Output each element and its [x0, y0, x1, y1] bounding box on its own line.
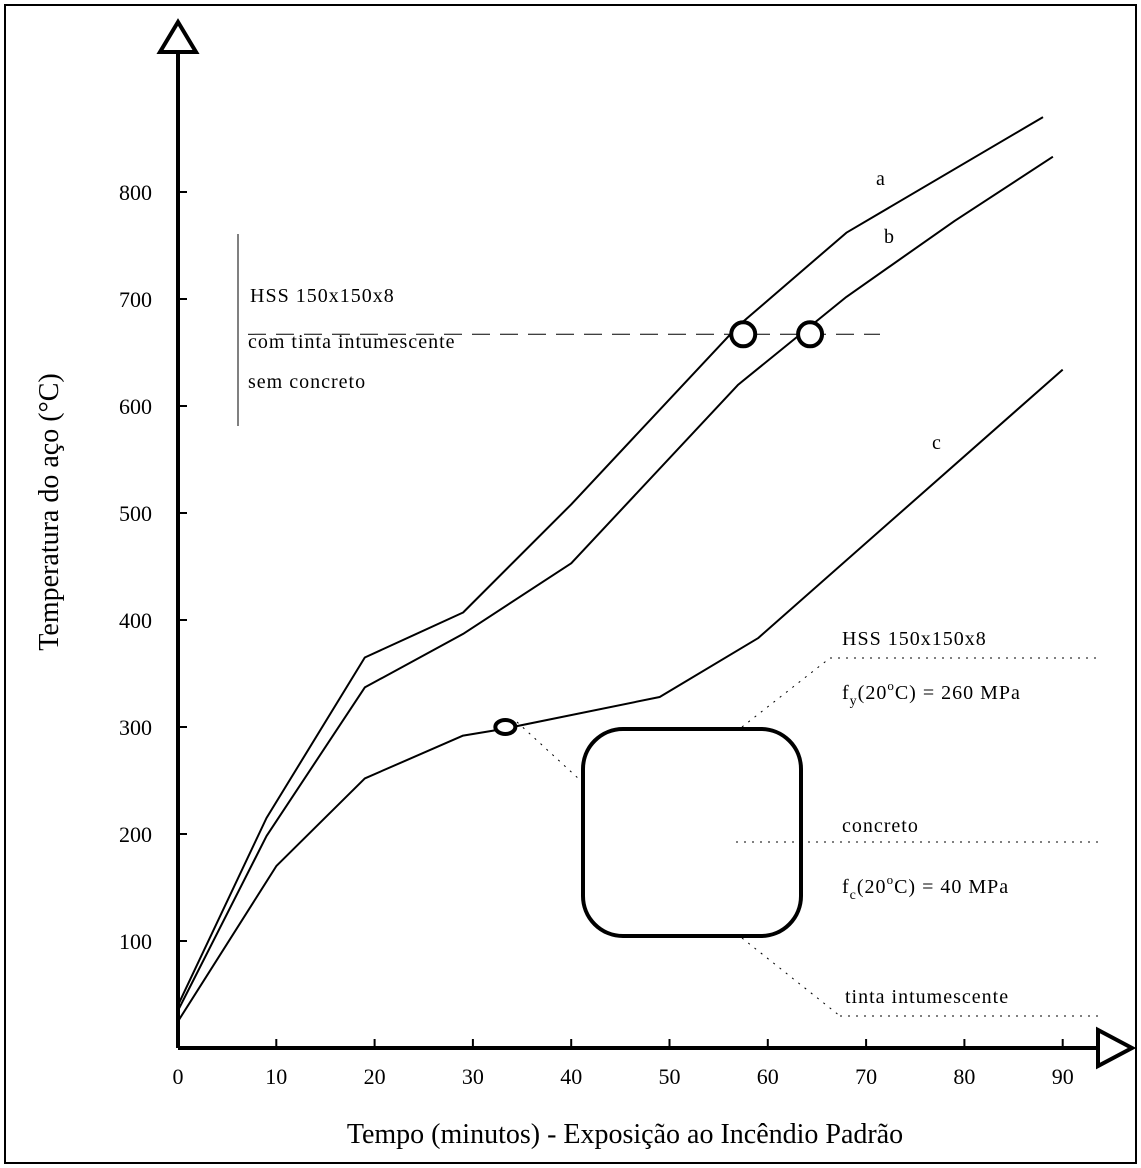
x-tick-label: 40 [560, 1064, 582, 1089]
x-tick-label: 90 [1052, 1064, 1074, 1089]
y-tick-label: 100 [119, 929, 152, 954]
y-tick-label: 500 [119, 501, 152, 526]
ticks: 100 200 300 400 500 600 700 800 0 10 20 30 40 50 60 70 8… [119, 180, 1074, 1089]
series-b-label: b [884, 226, 894, 248]
x-tick-label: 70 [855, 1064, 877, 1089]
series-b-line [177, 155, 1054, 1011]
x-tick-label: 10 [265, 1064, 287, 1089]
annotation-no-concrete: sem concreto [248, 371, 366, 393]
annotation-hss-size: HSS 150x150x8 [250, 285, 395, 307]
y-axis-arrow [156, 18, 200, 54]
y-tick-label: 700 [119, 287, 152, 312]
section-fy: fy(20oC) = 260 MPa [842, 678, 1021, 709]
series-c-line [177, 368, 1064, 1022]
y-axis-title: Temperatura do aço (°C) [34, 373, 65, 650]
annotation-coating: com tinta intumescente [248, 331, 456, 353]
y-tick-label: 200 [119, 822, 152, 847]
y-tick-label: 800 [119, 180, 152, 205]
marker-series-a [729, 320, 758, 349]
series-layer [177, 116, 1064, 1022]
annotation-unprotected: HSS 150x150x8 com tinta intumescente sem… [237, 234, 456, 426]
series-a-line [177, 116, 1044, 1006]
x-tick-label: 50 [659, 1064, 681, 1089]
marker-series-b [796, 320, 825, 349]
section-detail: HSS 150x150x8 fy(20oC) = 260 MPa concret… [516, 628, 1100, 1017]
x-tick-label: 30 [462, 1064, 484, 1089]
axes [156, 18, 1137, 1070]
x-tick-label: 80 [953, 1064, 975, 1089]
y-tick-label: 300 [119, 715, 152, 740]
leader-paint [741, 937, 841, 1017]
x-tick-label: 0 [173, 1064, 184, 1089]
section-concrete: concreto [842, 815, 919, 837]
y-tick-label: 400 [119, 608, 152, 633]
section-fc: fc(20oC) = 40 MPa [842, 872, 1009, 903]
chart-frame [4, 4, 1137, 1164]
section-paint: tinta intumescente [845, 986, 1009, 1008]
section-hss-size: HSS 150x150x8 [842, 628, 987, 650]
x-axis-arrow [1096, 1026, 1137, 1070]
series-c-label: c [932, 432, 941, 454]
series-a-label: a [876, 168, 885, 190]
x-tick-label: 20 [364, 1064, 386, 1089]
marker-series-c [493, 718, 518, 736]
y-tick-label: 600 [119, 394, 152, 419]
x-axis-title: Tempo (minutos) - Exposição ao Incêndio … [347, 1119, 903, 1150]
x-tick-label: 60 [757, 1064, 779, 1089]
hss-section [581, 727, 803, 938]
